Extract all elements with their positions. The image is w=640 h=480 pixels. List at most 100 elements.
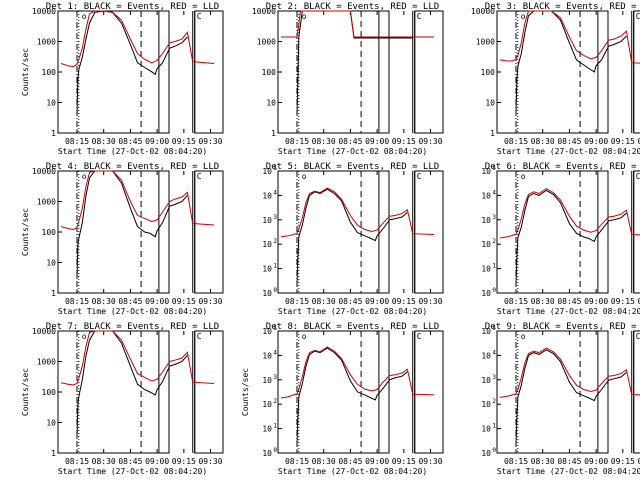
- y-tick-exponent: 4: [492, 189, 496, 196]
- y-tick-label: 1: [51, 289, 56, 298]
- y-tick-label: 10: [262, 400, 272, 409]
- x-tick-label: 09:00: [584, 457, 608, 466]
- y-axis-label: Counts/sec: [21, 48, 30, 96]
- x-axis-label: Start Time (27-Oct-02 08:04:20): [497, 147, 640, 156]
- x-tick-label: 08:15: [504, 297, 528, 306]
- x-tick-label: 08:15: [285, 137, 309, 146]
- x-tick-label: 08:30: [92, 457, 116, 466]
- y-tick-label: 100: [42, 68, 57, 77]
- y-tick-exponent: 4: [273, 189, 277, 196]
- stub-frame: [633, 10, 640, 134]
- series-line-events: [76, 170, 188, 279]
- x-tick-label: 09:30: [198, 137, 222, 146]
- x-tick-label: 09:15: [611, 457, 635, 466]
- x-tick-label: 09:00: [365, 297, 389, 306]
- series-line-lld: [281, 10, 435, 38]
- stub-frame: [194, 10, 224, 134]
- x-tick-label: 08:45: [557, 137, 581, 146]
- plot-title: Det 8: BLACK = Events, RED = LLD: [266, 322, 439, 332]
- y-tick-label: 10: [481, 167, 491, 176]
- annotation-mark: o: [521, 332, 526, 341]
- annotation-mark: o: [82, 332, 87, 341]
- x-axis-label: Start Time (27-Oct-02 08:04:20): [497, 467, 640, 476]
- y-tick-exponent: 2: [492, 238, 496, 245]
- y-tick-label: 10: [485, 99, 495, 108]
- y-tick-label: 100: [42, 388, 57, 397]
- x-tick-label: 08:15: [65, 297, 89, 306]
- annotation-mark: o: [521, 172, 526, 181]
- plot-frame: [277, 10, 390, 134]
- stub-frame: [414, 330, 444, 454]
- y-tick-exponent: 1: [492, 263, 496, 270]
- x-tick-label: 08:45: [338, 457, 362, 466]
- series-line-events: [515, 189, 627, 286]
- y-tick-label: 10: [481, 327, 491, 336]
- series-line-events: [76, 10, 188, 115]
- x-tick-label: 08:15: [65, 457, 89, 466]
- y-tick-label: 10: [266, 99, 276, 108]
- x-tick-label: 08:15: [65, 137, 89, 146]
- x-axis-label: Start Time (27-Oct-02 08:04:20): [278, 467, 427, 476]
- y-tick-label: 10: [262, 449, 272, 458]
- annotation-mark: C: [417, 172, 422, 181]
- x-tick-label: 08:30: [531, 457, 555, 466]
- y-tick-label: 10: [46, 419, 56, 428]
- y-tick-label: 1000: [257, 38, 276, 47]
- y-tick-label: 10: [262, 376, 272, 385]
- y-tick-label: 1: [271, 129, 276, 138]
- y-tick-exponent: 0: [273, 447, 277, 454]
- annotation-mark: o: [82, 12, 87, 21]
- x-tick-label: 09:00: [365, 137, 389, 146]
- detector-plot-1: Det 1: BLACK = Events, RED = LLD 1 10 100 10…: [21, 2, 224, 156]
- detector-plot-2: Det 2: BLACK = Events, RED = LLD 1 10 100 10…: [252, 2, 444, 156]
- plot-title: Det 3: BLACK = Events, RED = LLD: [485, 2, 640, 12]
- y-tick-label: 10000: [471, 7, 495, 16]
- x-tick-label: 09:00: [584, 137, 608, 146]
- y-tick-exponent: 5: [273, 325, 277, 332]
- y-tick-label: 10: [481, 265, 491, 274]
- x-tick-label: 08:15: [504, 137, 528, 146]
- x-tick-label: 08:45: [338, 297, 362, 306]
- y-tick-exponent: 3: [492, 374, 496, 381]
- y-tick-exponent: 0: [492, 447, 496, 454]
- x-tick-label: 08:15: [285, 457, 309, 466]
- detector-plot-6: Det 6: BLACK = Events, RED = LLD10010110…: [481, 162, 640, 316]
- plot-frame: [496, 330, 609, 454]
- y-axis-label: Counts/sec: [241, 368, 250, 416]
- x-tick-label: 08:15: [504, 457, 528, 466]
- y-tick-label: 10: [262, 216, 272, 225]
- y-tick-label: 10000: [252, 7, 276, 16]
- y-axis-label: Counts/sec: [21, 368, 30, 416]
- x-tick-label: 09:15: [172, 137, 196, 146]
- y-tick-label: 10: [262, 240, 272, 249]
- plot-title: Det 5: BLACK = Events, RED = LLD: [266, 162, 439, 172]
- series-line-events: [515, 349, 627, 446]
- y-tick-exponent: 3: [273, 374, 277, 381]
- detector-plot-7: Det 7: BLACK = Events, RED = LLD 1 10 100 10…: [21, 322, 224, 476]
- x-tick-label: 09:00: [145, 137, 169, 146]
- x-tick-label: 08:45: [118, 297, 142, 306]
- x-tick-label: 09:30: [418, 457, 442, 466]
- series-line-lld: [280, 346, 435, 399]
- x-tick-label: 08:30: [531, 297, 555, 306]
- stub-frame: [194, 330, 224, 454]
- y-tick-label: 10: [481, 240, 491, 249]
- annotation-mark: C: [417, 12, 422, 21]
- x-axis-label: Start Time (27-Oct-02 08:04:20): [58, 307, 207, 316]
- y-tick-label: 1000: [37, 198, 56, 207]
- y-tick-label: 1: [51, 129, 56, 138]
- x-tick-label: 09:30: [198, 457, 222, 466]
- x-axis-label: Start Time (27-Oct-02 08:04:20): [278, 147, 427, 156]
- x-tick-label: 09:30: [637, 297, 640, 306]
- x-axis-label: Start Time (27-Oct-02 08:04:20): [497, 307, 640, 316]
- y-axis-label: Counts/sec: [21, 208, 30, 256]
- y-tick-exponent: 0: [492, 287, 496, 294]
- series-line-lld: [499, 347, 640, 398]
- x-tick-label: 09:15: [611, 137, 635, 146]
- x-tick-label: 08:45: [118, 457, 142, 466]
- y-tick-exponent: 3: [492, 214, 496, 221]
- x-tick-label: 08:15: [285, 297, 309, 306]
- y-tick-label: 10: [262, 167, 272, 176]
- annotation-mark: C: [636, 332, 640, 341]
